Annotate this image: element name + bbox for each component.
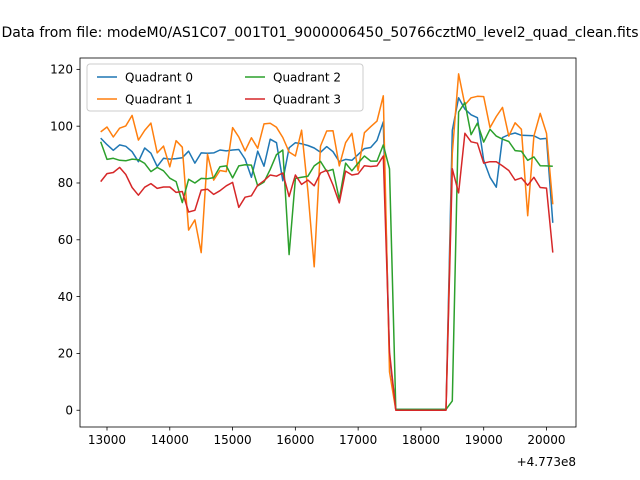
- series-line-quadrant-0: [100, 97, 554, 411]
- y-axis: 0 20 40 60 80 100 120: [50, 63, 80, 417]
- x-tick-label: 13000: [88, 433, 126, 447]
- y-tick-label: 40: [58, 290, 73, 304]
- series-layer: [99, 73, 554, 411]
- x-offset-label: +4.773e8: [517, 455, 576, 469]
- x-tick-label: 15000: [213, 433, 251, 447]
- plot-frame: [79, 57, 577, 428]
- legend-label-quadrant-2: Quadrant 2: [273, 70, 341, 84]
- y-tick-label: 80: [58, 176, 73, 190]
- series-line-quadrant-3: [100, 132, 554, 411]
- x-tick-label: 17000: [339, 433, 377, 447]
- y-tick-label: 120: [50, 63, 73, 77]
- x-tick-label: 20000: [527, 433, 565, 447]
- x-tick-label: 19000: [465, 433, 503, 447]
- x-tick-label: 14000: [151, 433, 189, 447]
- x-tick-label: 16000: [276, 433, 314, 447]
- y-tick-label: 20: [58, 347, 73, 361]
- chart-title: Data from file: modeM0/AS1C07_001T01_900…: [1, 25, 638, 41]
- legend-label-quadrant-0: Quadrant 0: [125, 70, 193, 84]
- legend-box: [86, 63, 364, 112]
- x-tick-label: 18000: [402, 433, 440, 447]
- x-axis: 13000 14000 15000 16000 17000 18000 19000 20000: [88, 427, 566, 447]
- series-line-quadrant-1: [100, 73, 554, 411]
- y-tick-label: 0: [65, 403, 73, 417]
- legend: Quadrant 0 Quadrant 1 Quadrant 2 Quadrant 3: [86, 63, 364, 112]
- legend-label-quadrant-1: Quadrant 1: [125, 92, 193, 106]
- legend-label-quadrant-3: Quadrant 3: [273, 92, 341, 106]
- y-tick-label: 60: [58, 233, 73, 247]
- y-tick-label: 100: [50, 119, 73, 133]
